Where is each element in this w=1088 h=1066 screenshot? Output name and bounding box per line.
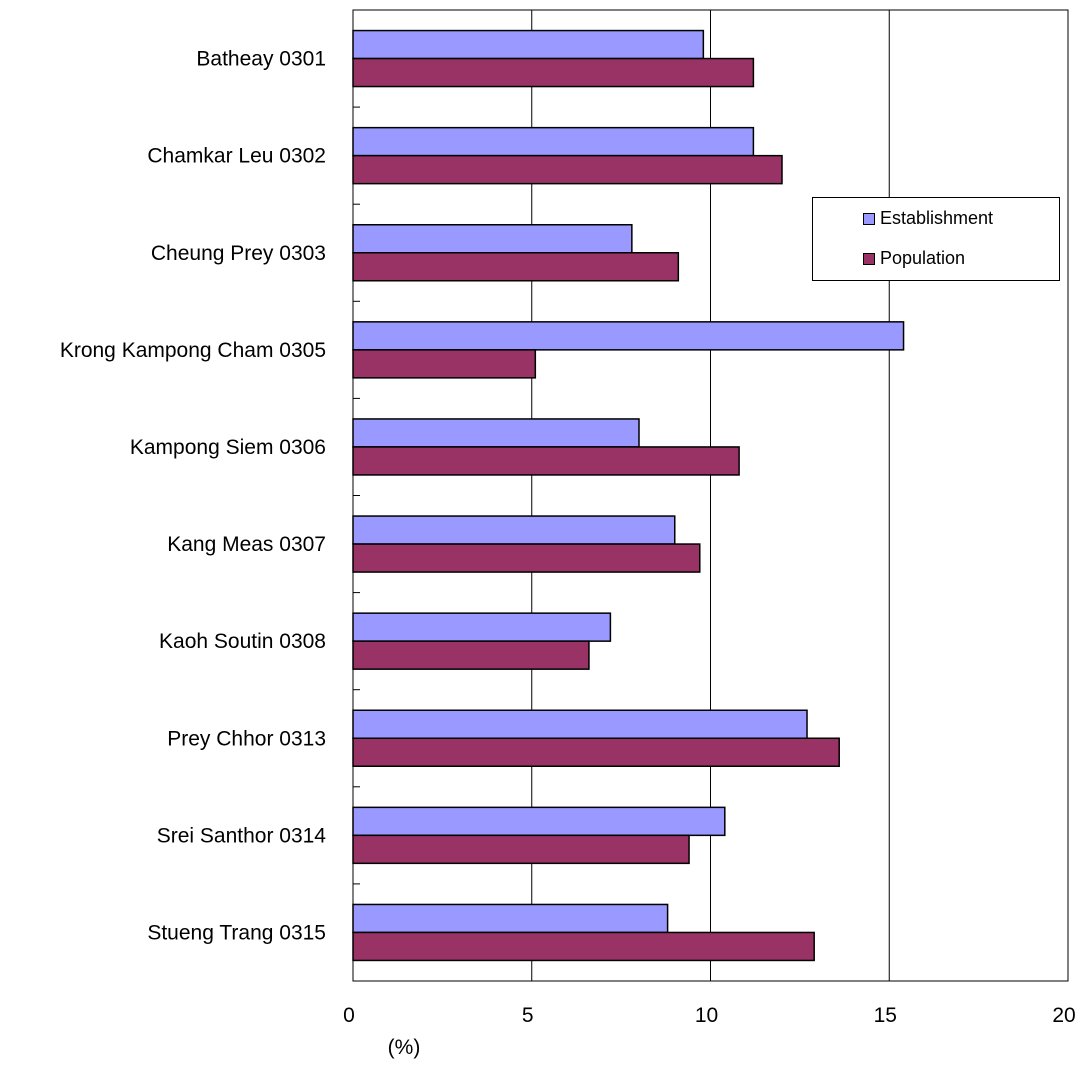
category-label: Cheung Prey 0303	[151, 242, 326, 265]
category-label: Kang Meas 0307	[167, 533, 326, 556]
category-label: Kampong Siem 0306	[130, 436, 326, 459]
legend-item-establishment: Establishment	[863, 208, 993, 229]
bar-population	[352, 446, 740, 476]
x-tick-label: 0	[343, 1004, 355, 1027]
bar-establishment	[352, 612, 612, 642]
legend: Establishment Population	[812, 197, 1060, 281]
bar-establishment	[352, 321, 905, 351]
bar-population	[352, 640, 590, 670]
legend-label-establishment: Establishment	[880, 208, 994, 228]
x-tick-label: 5	[522, 1004, 534, 1027]
category-label: Krong Kampong Cham 0305	[60, 339, 326, 362]
bars	[352, 29, 905, 962]
category-ticks	[353, 106, 360, 885]
bar-population	[352, 543, 701, 573]
bar-population	[352, 57, 755, 88]
category-label: Chamkar Leu 0302	[147, 145, 326, 168]
category-label: Batheay 0301	[196, 48, 326, 71]
bar-population	[352, 834, 690, 865]
legend-swatch-establishment	[863, 212, 875, 225]
bar-establishment	[352, 806, 726, 837]
bar-population	[352, 154, 783, 185]
bar-establishment	[352, 418, 640, 448]
x-tick-label: 10	[695, 1004, 718, 1027]
category-label: Prey Chhor 0313	[167, 727, 326, 750]
bar-establishment	[352, 709, 808, 739]
x-tick-label: 15	[874, 1004, 897, 1027]
category-label: Kaoh Soutin 0308	[159, 630, 326, 653]
x-tick-labels: 0 5 10 15 20	[343, 1004, 1076, 1027]
bar-establishment	[352, 29, 705, 60]
bar-population	[352, 349, 537, 379]
category-labels: Batheay 0301 Chamkar Leu 0302 Cheung Prey …	[60, 48, 326, 945]
bar-establishment	[352, 224, 633, 254]
bar-population	[352, 252, 680, 282]
bar-establishment	[352, 126, 755, 157]
bar-population	[352, 737, 840, 767]
legend-label-population: Population	[880, 248, 966, 268]
x-tick-label: 20	[1052, 1004, 1075, 1027]
bar-establishment	[352, 903, 669, 934]
bar-establishment	[352, 515, 676, 545]
category-label: Stueng Trang 0315	[147, 921, 326, 944]
x-axis-label: (%)	[388, 1036, 421, 1059]
bar-population	[352, 931, 815, 962]
legend-item-population: Population	[863, 248, 965, 269]
legend-swatch-population	[863, 252, 875, 265]
category-label: Srei Santhor 0314	[157, 824, 327, 847]
